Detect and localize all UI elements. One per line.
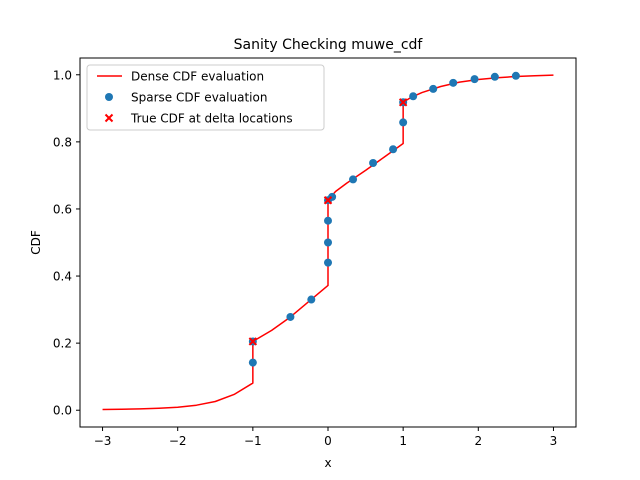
legend-label-dense: Dense CDF evaluation bbox=[131, 70, 264, 84]
y-tick-label: 0.0 bbox=[53, 404, 72, 418]
legend-box bbox=[86, 64, 325, 131]
sparse-cdf-point bbox=[248, 358, 257, 367]
x-tick-label: 3 bbox=[550, 434, 558, 448]
legend-x-swatch bbox=[104, 113, 114, 123]
chart-title: Sanity Checking muwe_cdf bbox=[234, 37, 424, 53]
legend-label-sparse: Sparse CDF evaluation bbox=[131, 91, 267, 105]
y-tick-label: 0.8 bbox=[53, 135, 72, 149]
legend-circle-swatch bbox=[105, 93, 113, 101]
sparse-cdf-point bbox=[409, 92, 418, 101]
sparse-cdf-point bbox=[324, 258, 332, 267]
x-tick-label: −1 bbox=[244, 434, 262, 448]
x-tick-label: −3 bbox=[94, 434, 112, 448]
sparse-cdf-point bbox=[286, 312, 295, 321]
sparse-cdf-point bbox=[490, 72, 499, 81]
y-tick-label: 1.0 bbox=[53, 68, 72, 82]
legend-label-true: True CDF at delta locations bbox=[130, 112, 293, 126]
sparse-cdf-point bbox=[429, 84, 438, 93]
sparse-cdf-point bbox=[389, 145, 398, 154]
sparse-cdf-point bbox=[449, 78, 458, 87]
sparse-cdf-point bbox=[511, 71, 520, 80]
x-axis-label: x bbox=[324, 456, 331, 470]
sparse-cdf-point bbox=[324, 238, 332, 247]
true-cdf-marker bbox=[398, 98, 408, 107]
y-tick-label: 0.6 bbox=[53, 202, 72, 216]
x-tick-label: 2 bbox=[474, 434, 482, 448]
sparse-cdf-point bbox=[399, 118, 408, 127]
sparse-cdf-point bbox=[470, 75, 479, 84]
x-tick-label: 0 bbox=[324, 434, 332, 448]
legend: Dense CDF evaluation Sparse CDF evaluati… bbox=[86, 64, 325, 131]
y-tick-label: 0.4 bbox=[53, 270, 72, 284]
sparse-cdf-point bbox=[324, 216, 332, 225]
y-tick-label: 0.2 bbox=[53, 337, 72, 351]
axis-ticks: −3 −2 −1 0 1 2 3 0.0 0.2 0.4 0.6 0.8 1.0 bbox=[53, 68, 557, 448]
plot-area bbox=[102, 71, 554, 411]
true-cdf-marker bbox=[248, 337, 258, 346]
sparse-cdf-point bbox=[369, 159, 378, 167]
y-axis-label: CDF bbox=[29, 230, 43, 255]
sparse-cdf-point bbox=[307, 295, 316, 304]
true-cdf-marker bbox=[323, 196, 333, 205]
sparse-cdf-point bbox=[349, 175, 358, 184]
x-tick-label: 1 bbox=[399, 434, 407, 448]
x-tick-label: −2 bbox=[169, 434, 187, 448]
